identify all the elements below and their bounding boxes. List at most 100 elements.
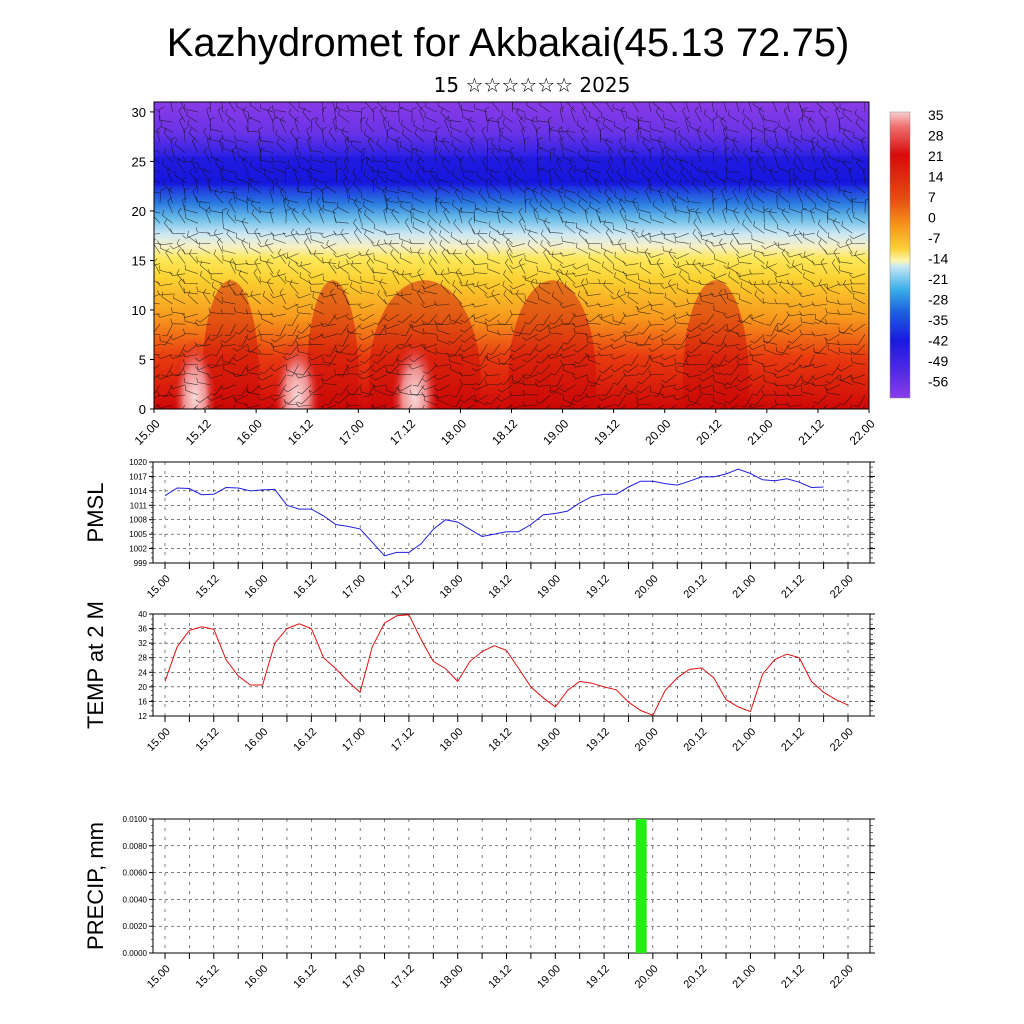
wind-barb	[258, 135, 274, 143]
wind-barb	[169, 354, 186, 359]
wind-barb	[761, 251, 777, 257]
wind-barb	[433, 374, 450, 381]
wind-barb	[588, 243, 601, 254]
wind-barb	[376, 169, 387, 184]
wind-barb	[273, 111, 287, 123]
wind-barb	[559, 303, 576, 309]
wind-barb	[564, 281, 576, 295]
wind-barb	[798, 292, 815, 298]
wind-barb	[371, 364, 387, 373]
y-tick-label: 16	[138, 697, 147, 706]
wind-barb	[660, 393, 677, 399]
wind-barb	[321, 102, 324, 113]
wind-barb	[335, 157, 341, 173]
wind-barb	[370, 404, 375, 409]
wind-barb	[762, 334, 778, 344]
wind-barb	[409, 247, 425, 254]
wind-barb	[295, 373, 312, 379]
wind-barb	[404, 218, 413, 234]
wind-barb	[446, 352, 463, 358]
wind-barb	[197, 162, 211, 173]
wind-barb	[587, 163, 601, 173]
wind-barb	[548, 384, 564, 394]
wind-barb	[257, 374, 274, 381]
wind-barb	[509, 146, 515, 163]
wind-barb	[163, 128, 173, 143]
wind-barb	[474, 203, 488, 214]
wind-barb	[761, 390, 777, 396]
wind-barb	[295, 136, 301, 153]
wind-barb	[257, 394, 274, 401]
wind-barb	[548, 227, 563, 234]
wind-barb	[622, 331, 639, 337]
wind-barb	[613, 263, 626, 274]
wind-barb	[194, 364, 211, 371]
wind-barb	[260, 163, 274, 173]
wind-barb	[468, 116, 475, 133]
wind-barb	[352, 168, 362, 184]
wind-barb	[298, 102, 312, 113]
wind-barb	[625, 214, 639, 224]
wind-barb	[751, 244, 765, 254]
wind-barb	[736, 344, 752, 351]
wind-barb	[399, 102, 412, 113]
wind-barb	[459, 379, 475, 386]
wind-barb	[715, 109, 727, 123]
wind-barb	[661, 339, 677, 345]
wind-barb	[649, 124, 664, 133]
wind-barb	[169, 384, 186, 389]
wind-barb	[710, 273, 727, 280]
wind-barb	[777, 223, 790, 234]
wind-barb	[408, 323, 425, 328]
wind-barb	[309, 384, 324, 394]
wind-barb	[687, 205, 702, 214]
wind-barb	[397, 313, 413, 324]
wind-barb	[849, 251, 866, 257]
wind-barb	[335, 123, 349, 133]
wind-barb	[745, 187, 752, 204]
wind-barb	[801, 376, 815, 386]
wind-barb	[343, 156, 350, 173]
wind-barb	[673, 384, 689, 391]
wind-barb	[156, 354, 173, 359]
wind-barb	[232, 187, 238, 204]
wind-barb	[798, 253, 815, 259]
wind-barb	[612, 315, 626, 325]
wind-barb	[462, 355, 475, 365]
x-tick-label: 21.00	[730, 963, 758, 991]
wind-barb	[726, 203, 740, 214]
wind-barb	[627, 291, 639, 305]
wind-barb	[184, 103, 198, 113]
wind-barb	[732, 137, 740, 153]
wind-barb	[337, 364, 350, 377]
wind-barb	[221, 134, 236, 143]
wind-barb	[363, 169, 375, 184]
colorbar-strip	[889, 111, 911, 399]
wind-barb	[320, 404, 337, 409]
wind-barb	[333, 230, 349, 236]
wind-barb	[259, 276, 274, 285]
wind-barb	[831, 102, 841, 113]
wind-barb	[284, 167, 290, 183]
wind-barb	[751, 234, 765, 244]
wind-barb	[761, 263, 778, 270]
wind-barb	[232, 394, 249, 401]
x-tick-label: 16.00	[242, 573, 270, 601]
wind-barb	[306, 126, 312, 143]
wind-barb	[588, 111, 601, 123]
wind-barb	[851, 286, 866, 295]
wind-barb	[700, 295, 714, 305]
wind-barb	[636, 399, 652, 406]
wind-barb	[710, 242, 727, 247]
wind-barb	[726, 293, 740, 305]
wind-barb	[703, 109, 715, 123]
wind-barb	[705, 168, 715, 183]
wind-barb	[793, 228, 803, 244]
wind-barb	[572, 404, 589, 409]
wind-barb	[400, 291, 412, 305]
wind-barb	[386, 163, 400, 173]
wind-barb	[839, 394, 853, 406]
wind-barb	[434, 270, 450, 276]
wind-barb	[763, 163, 777, 173]
